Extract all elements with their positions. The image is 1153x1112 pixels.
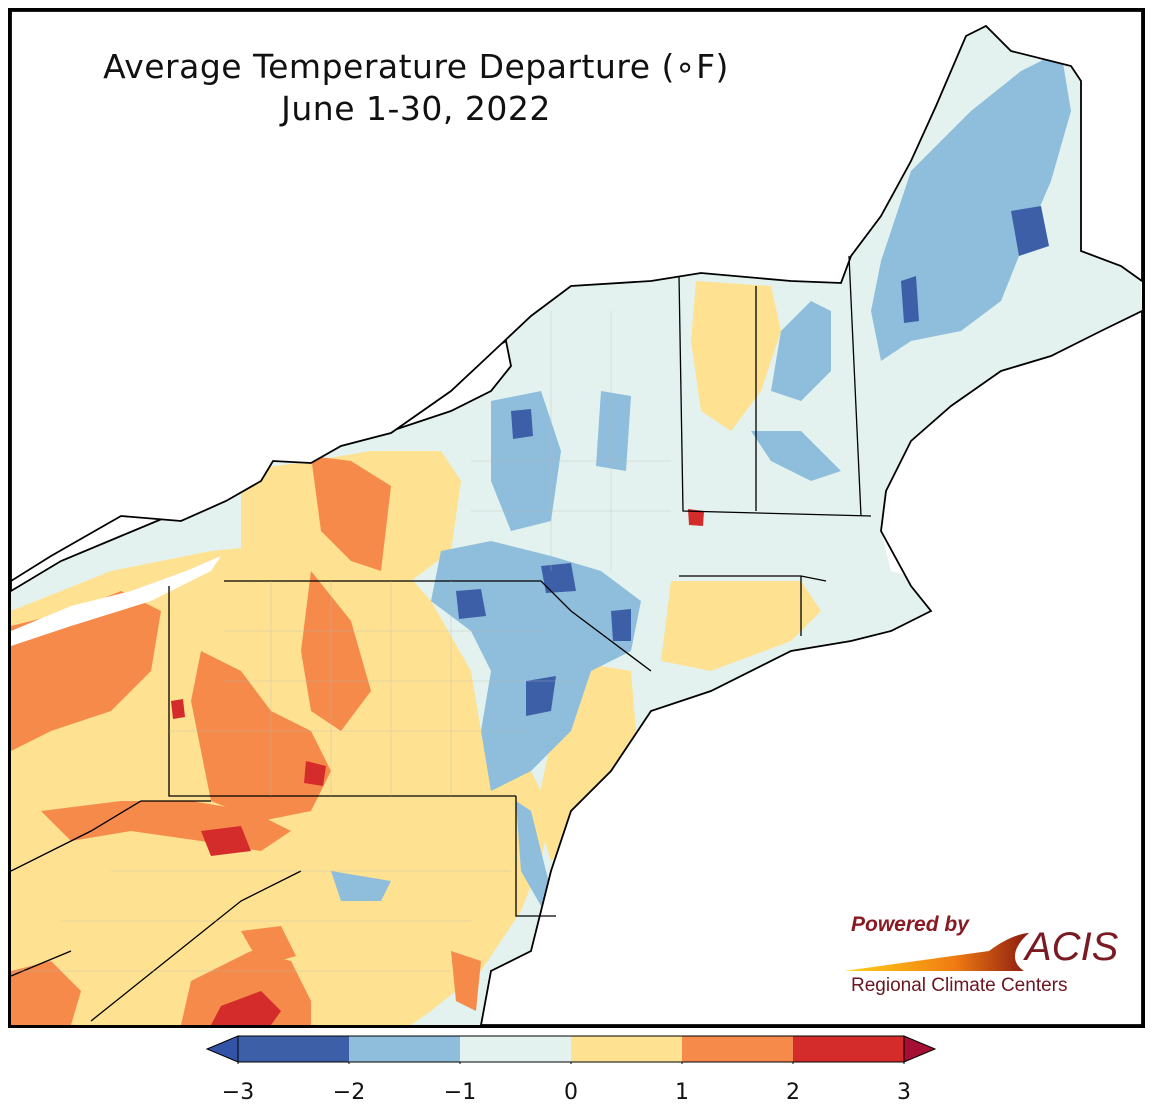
colorbar-bin	[682, 1036, 793, 1062]
hot-region-va-south	[11, 961, 81, 1025]
hot-region-ny	[311, 456, 391, 571]
cool-region-md	[331, 871, 391, 901]
logo-swoosh-icon	[844, 933, 1029, 971]
cool-region-nh	[771, 301, 831, 401]
map-subtitle-date-range: June 1-30, 2022	[281, 89, 551, 128]
coldspot-maine	[1011, 206, 1049, 256]
colorbar-tick-label: 3	[897, 1080, 911, 1105]
warm-region-ct	[661, 581, 821, 671]
logo-acis-text: ACIS	[1025, 925, 1119, 969]
colorbar	[205, 1035, 937, 1064]
colorbar-tick-label: −1	[443, 1080, 477, 1105]
hot-region-pa-west	[191, 651, 331, 821]
coldspot-maine-west	[901, 276, 919, 323]
colorbar-bin	[238, 1036, 349, 1062]
colorbar-bin	[571, 1036, 682, 1062]
hotspot-wv	[201, 826, 251, 856]
warm-region-vt	[691, 281, 781, 431]
hotspot-oh	[171, 699, 185, 719]
colorbar-bin	[793, 1036, 904, 1062]
coldspot-pa	[456, 589, 486, 619]
map-frame: Average Temperature Departure (∘F) June …	[8, 8, 1145, 1028]
hot-region-va	[181, 951, 311, 1025]
cool-region-ny-central	[596, 391, 631, 471]
canada-area	[11, 11, 1142, 583]
colorbar-tick-label: 1	[675, 1080, 689, 1105]
acis-logo: Powered by ACIS Regional Climate Centers	[839, 911, 1129, 1011]
colorbar-bin	[349, 1036, 460, 1062]
colorbar-bin	[460, 1036, 571, 1062]
colorbar-underflow-arrow	[205, 1035, 239, 1063]
logo-powered-by-text: Powered by	[851, 913, 969, 936]
hot-region-pa-central	[301, 571, 371, 731]
hotspot-ma	[688, 509, 704, 526]
coldspot-pa-east	[526, 676, 556, 716]
cool-region-ma	[751, 431, 841, 481]
colorbar-tick-label: −3	[221, 1080, 255, 1105]
logo-rcc-text: Regional Climate Centers	[851, 975, 1068, 996]
colorbar-tick-label: 2	[786, 1080, 800, 1105]
cool-region-maine	[871, 51, 1071, 361]
hotspot-pa	[304, 761, 326, 786]
temperature-departure-map	[11, 11, 1142, 1025]
colorbar-tick-label: −2	[332, 1080, 366, 1105]
hotspot-va	[211, 991, 281, 1025]
coldspot-ny	[511, 409, 533, 439]
colorbar-overflow-arrow	[903, 1035, 937, 1063]
hot-region-delmarva	[451, 951, 481, 1011]
cool-region-delaware	[516, 801, 551, 906]
coldspot-pa-ne	[541, 563, 576, 593]
map-title: Average Temperature Departure (∘F)	[103, 47, 729, 86]
colorbar-tick-label: 0	[564, 1080, 578, 1105]
lake-erie-south	[11, 556, 221, 646]
county-lines	[11, 311, 671, 972]
hot-region-dc	[241, 926, 296, 966]
ocean-east	[480, 309, 1142, 1025]
coldspot-ny-se	[611, 609, 631, 641]
